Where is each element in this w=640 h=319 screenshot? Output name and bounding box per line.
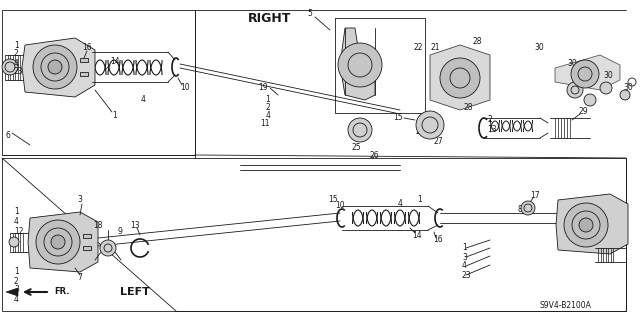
Circle shape (48, 60, 62, 74)
Circle shape (338, 43, 382, 87)
Text: 20: 20 (459, 70, 469, 79)
Text: 17: 17 (530, 190, 540, 199)
Polygon shape (83, 234, 91, 238)
Text: 21: 21 (430, 43, 440, 53)
Text: 27: 27 (433, 137, 443, 146)
Polygon shape (83, 246, 91, 250)
Circle shape (579, 218, 593, 232)
Circle shape (33, 45, 77, 89)
Text: RIGHT: RIGHT (248, 11, 291, 25)
Text: 26: 26 (370, 151, 380, 160)
Polygon shape (22, 38, 95, 97)
Text: 22: 22 (413, 43, 423, 53)
Text: 1: 1 (462, 243, 467, 253)
Text: 1: 1 (113, 110, 117, 120)
Circle shape (600, 82, 612, 94)
Text: 1: 1 (265, 94, 270, 103)
Text: 3: 3 (14, 286, 19, 294)
Circle shape (440, 58, 480, 98)
Bar (2, 10, 195, 155)
Text: 3: 3 (77, 196, 83, 204)
Polygon shape (28, 212, 98, 272)
Text: 4: 4 (141, 95, 145, 105)
Circle shape (9, 237, 19, 247)
Text: 7: 7 (77, 273, 83, 283)
Text: 28: 28 (472, 38, 482, 47)
Text: 1: 1 (14, 268, 19, 277)
Circle shape (620, 90, 630, 100)
Text: 11: 11 (260, 118, 270, 128)
Text: 2: 2 (487, 115, 492, 124)
Polygon shape (555, 55, 620, 90)
Text: 30: 30 (534, 43, 544, 53)
Text: 4: 4 (397, 198, 403, 207)
Text: 30: 30 (623, 84, 633, 93)
Text: 12: 12 (14, 227, 24, 236)
Text: 3: 3 (462, 253, 467, 262)
Text: 23: 23 (462, 271, 472, 279)
Text: 6: 6 (6, 130, 10, 139)
Polygon shape (80, 58, 88, 62)
Circle shape (51, 235, 65, 249)
Text: 4: 4 (14, 294, 19, 303)
Circle shape (36, 220, 80, 264)
Circle shape (567, 82, 583, 98)
Text: 14: 14 (412, 231, 422, 240)
Text: 13: 13 (130, 220, 140, 229)
Text: 19: 19 (259, 84, 268, 93)
Circle shape (100, 240, 116, 256)
Text: 23: 23 (14, 68, 24, 77)
Text: S9V4-B2100A: S9V4-B2100A (539, 300, 591, 309)
Text: 1: 1 (14, 207, 19, 217)
Text: LEFT: LEFT (120, 287, 150, 297)
Text: 13: 13 (487, 125, 497, 135)
Text: 29: 29 (578, 108, 588, 116)
Text: FR.: FR. (54, 287, 70, 296)
Text: 30: 30 (567, 58, 577, 68)
Circle shape (584, 94, 596, 106)
Text: 15: 15 (394, 114, 403, 122)
Text: 2: 2 (14, 49, 19, 58)
Polygon shape (556, 194, 628, 254)
Text: 1: 1 (14, 41, 19, 49)
Circle shape (521, 201, 535, 215)
Polygon shape (6, 288, 18, 296)
Text: 4: 4 (14, 58, 19, 68)
Text: 25: 25 (352, 143, 362, 152)
Polygon shape (80, 72, 88, 76)
Text: 4: 4 (265, 110, 270, 120)
Polygon shape (430, 45, 490, 110)
Circle shape (571, 60, 599, 88)
Text: 4: 4 (14, 218, 19, 226)
Bar (335, 18, 425, 113)
Text: 16: 16 (82, 43, 92, 53)
Circle shape (2, 59, 18, 75)
Text: 18: 18 (93, 220, 103, 229)
Text: 10: 10 (335, 201, 345, 210)
Text: 10: 10 (180, 84, 190, 93)
Circle shape (348, 118, 372, 142)
Text: 24: 24 (415, 128, 425, 137)
Text: 8: 8 (518, 205, 522, 214)
Text: 30: 30 (603, 70, 613, 79)
Text: 4: 4 (462, 262, 467, 271)
Text: 28: 28 (463, 103, 473, 113)
Text: 14: 14 (110, 57, 120, 66)
Text: 15: 15 (328, 196, 338, 204)
Text: 16: 16 (433, 235, 443, 244)
Text: 2: 2 (14, 277, 19, 286)
Polygon shape (340, 28, 375, 100)
Text: 5: 5 (308, 10, 312, 19)
Text: 9: 9 (118, 227, 122, 236)
Circle shape (564, 203, 608, 247)
Text: 2: 2 (265, 102, 270, 112)
Circle shape (416, 111, 444, 139)
Text: 1: 1 (418, 196, 422, 204)
Bar (2, 158, 626, 311)
